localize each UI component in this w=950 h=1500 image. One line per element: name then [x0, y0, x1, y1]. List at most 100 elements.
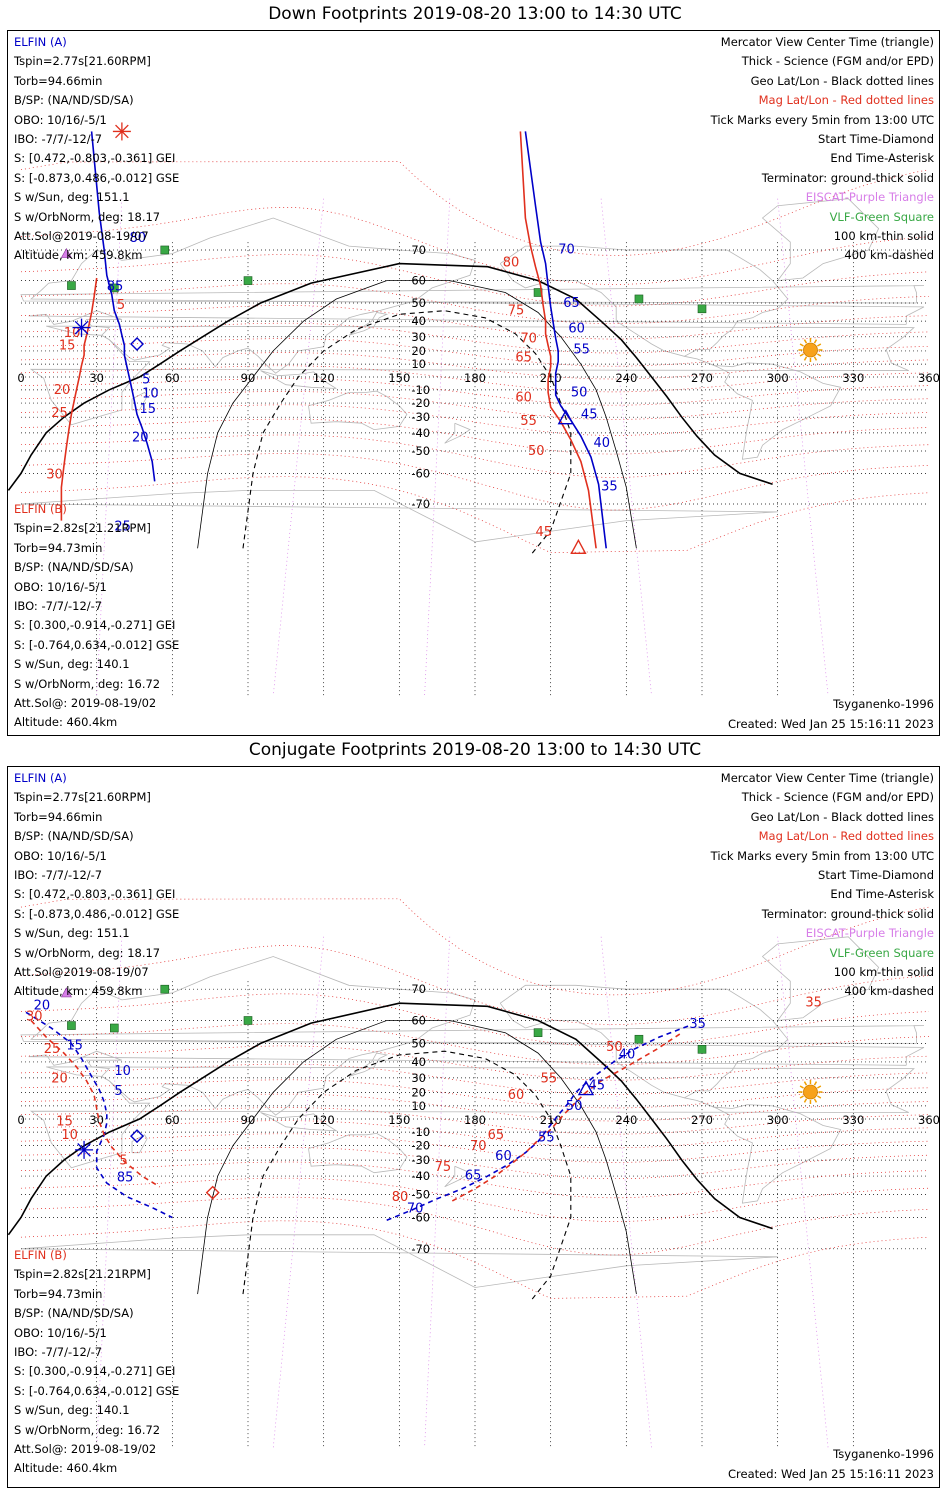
time-tick-label: 50	[528, 444, 545, 459]
legend-line: 400 km-dashed	[844, 248, 934, 263]
sun-ray	[799, 1095, 804, 1099]
elfin-a-info: ELFIN (A) Tspin=2.77s[21.60RPM] Torb=94.…	[14, 33, 179, 266]
elfin-a-line: IBO: -7/7/-12/-7	[14, 867, 103, 882]
legend-line: Mercator View Center Time (triangle)	[720, 35, 934, 49]
time-tick-label: 55	[538, 1131, 555, 1146]
lon-tick-label: 180	[464, 371, 486, 385]
eiscat-marker	[60, 247, 72, 258]
legend: Mercator View Center Time (triangle) Thi…	[711, 769, 934, 1002]
legend-line: Thick - Science (FGM and/or EPD)	[741, 54, 934, 69]
elfin-a-line: S: [0.472,-0.803,-0.361] GEI	[14, 151, 176, 166]
time-tick-label: 10	[64, 326, 81, 341]
eiscat-marker	[60, 987, 72, 998]
sun-ray	[803, 1081, 808, 1086]
coastline	[131, 391, 148, 411]
legend-line: EISCAT-Purple Triangle	[805, 926, 934, 941]
legend-line: Geo Lat/Lon - Black dotted lines	[750, 809, 934, 824]
footprint-400km-line	[242, 310, 572, 556]
elfin-b-line: Torb=94.73min	[14, 1286, 103, 1301]
asterisk-stroke	[115, 124, 129, 139]
vlf-station-marker	[697, 304, 707, 314]
lat-tick-label: 10	[411, 357, 426, 371]
elfin-b-line: Tspin=2.82s[21.21RPM]	[14, 1267, 151, 1282]
elfin-b-track	[451, 1032, 683, 1202]
time-tick-label: 80	[503, 256, 520, 271]
elfin-b-line: S w/OrbNorm, deg: 16.72	[14, 676, 161, 691]
legend-line: VLF-Green Square	[829, 209, 934, 224]
time-tick-label: 50	[571, 385, 588, 400]
elfin-b-line: S: [0.300,-0.914,-0.271] GEI	[14, 618, 176, 633]
elfin-a-line: S w/OrbNorm, deg: 18.17	[14, 945, 161, 960]
time-tick-label: 5	[142, 372, 150, 387]
terminator-line	[8, 262, 773, 491]
elfin-a-line: OBO: 10/16/-5/1	[14, 848, 107, 863]
elfin-b-info: ELFIN (B) Tspin=2.82s[21.21RPM] Torb=94.…	[14, 1246, 179, 1479]
sun-ray	[803, 1098, 808, 1103]
lon-tick-label: 180	[464, 1113, 486, 1127]
time-tick-label: 25	[51, 406, 68, 421]
lon-tick-label: 90	[241, 1113, 256, 1127]
elfin-a-track	[386, 1024, 690, 1221]
lon-tick-label: 120	[313, 371, 335, 385]
time-tick-label: 85	[117, 1170, 134, 1185]
sun-ray	[813, 356, 818, 361]
legend-line: Tick Marks every 5min from 13:00 UTC	[710, 848, 934, 863]
mag-lon-line	[272, 936, 325, 1449]
coastline	[684, 1097, 842, 1204]
legend-line: End Time-Asterisk	[830, 151, 934, 166]
time-tick-label: 85	[107, 279, 124, 294]
time-tick-label: 35	[601, 479, 618, 494]
time-tick-label: 60	[515, 391, 532, 406]
time-tick-label: 60	[495, 1149, 512, 1164]
elfin-b-line: Torb=94.73min	[14, 540, 103, 555]
time-tick-label: 45	[589, 1079, 606, 1094]
elfin-b-info: ELFIN (B) Tspin=2.82s[21.21RPM] Torb=94.…	[14, 500, 179, 733]
vlf-station-marker	[160, 245, 170, 255]
time-tick-label: 40	[619, 1047, 636, 1062]
vlf-station-marker	[243, 276, 253, 285]
coastline	[20, 1234, 778, 1288]
legend-line: Tick Marks every 5min from 13:00 UTC	[710, 112, 934, 127]
lon-tick-label: 120	[313, 1113, 335, 1127]
sun-ray	[817, 1085, 822, 1089]
mag-lon-line	[96, 198, 123, 697]
elfin-a-line: Torb=94.66min	[14, 73, 103, 88]
mag-lat-line	[20, 1177, 930, 1223]
time-tick-label: 20	[54, 383, 71, 398]
lat-tick-label: 30	[411, 330, 426, 344]
elfin-a-line: S w/Sun, deg: 151.1	[14, 926, 130, 941]
mag-lon-line	[777, 198, 829, 697]
lon-tick-label: 150	[388, 371, 410, 385]
lat-tick-label: -30	[411, 1153, 430, 1167]
lon-tick-label: 150	[388, 1113, 410, 1127]
vlf-station-marker	[160, 984, 170, 994]
coastline	[29, 325, 915, 426]
lat-tick-label: -30	[411, 410, 430, 424]
lat-tick-label: 60	[411, 1013, 426, 1027]
lon-tick-label: 60	[165, 1113, 180, 1127]
vlf-station-marker	[243, 1016, 253, 1025]
lat-tick-label: -50	[411, 444, 430, 458]
coastline	[444, 1165, 471, 1188]
legend-line: 100 km-thin solid	[833, 964, 934, 979]
elfin-a-line: S w/Sun, deg: 151.1	[14, 190, 130, 205]
elfin-b-name: ELFIN (B)	[14, 1248, 67, 1262]
model-label: Tsyganenko-1996	[833, 697, 934, 711]
mag-lat-line	[20, 945, 930, 1025]
elfin-b-track	[519, 131, 597, 549]
elfin-a-line: S: [-0.873,0.486,-0.012] GSE	[14, 170, 180, 185]
coastline	[684, 355, 842, 460]
lon-tick-label: 360	[918, 371, 940, 385]
lon-tick-label: 210	[540, 371, 562, 385]
mag-lat-line	[20, 283, 930, 325]
coastline	[499, 245, 789, 357]
sun-ray	[799, 353, 804, 357]
elfin-b-line: S: [-0.764,0.634,-0.012] GSE	[14, 637, 180, 652]
time-tick-label: 5	[117, 298, 125, 313]
center-time-triangle	[570, 538, 587, 555]
time-tick-label: 65	[515, 351, 532, 366]
elfin-a-name: ELFIN (A)	[14, 35, 67, 49]
elfin-a-line: Altitude, km: 459.8km	[14, 248, 143, 263]
time-tick-label: 35	[805, 995, 822, 1010]
